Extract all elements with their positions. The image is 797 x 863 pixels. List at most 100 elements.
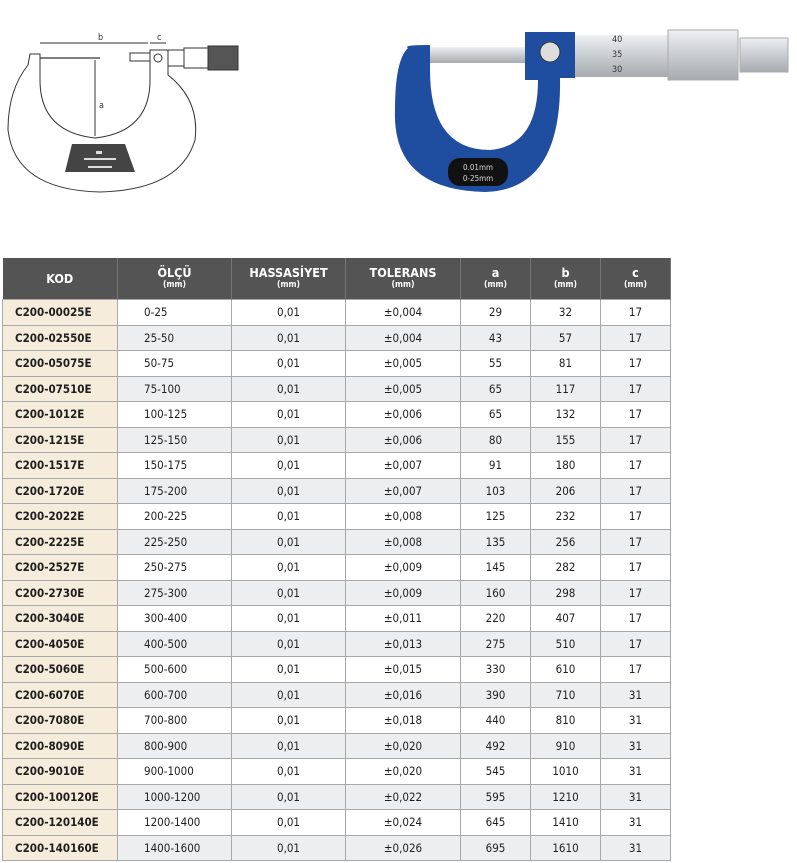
table-row: C200-05075E 50-75 0,01 ±0,005 55 81 17 (2, 350, 671, 377)
header-c: c (mm) (600, 258, 671, 300)
cell-hassasiyet: 0,01 (231, 401, 346, 428)
cell-olcu: 225-250 (117, 528, 232, 555)
cell-olcu: 800-900 (117, 732, 232, 759)
cell-tolerans: ±0,005 (345, 350, 461, 377)
table-header-row: KOD ÖLÇÜ (mm) HASSASİYET (mm) TOLERANS (mm) a (m… (2, 258, 671, 300)
cell-olcu: 400-500 (117, 630, 232, 657)
table-row: C200-1517E 150-175 0,01 ±0,007 91 180 17 (2, 452, 671, 479)
cell-hassasiyet: 0,01 (231, 528, 346, 555)
cell-hassasiyet: 0,01 (231, 452, 346, 479)
cell-hassasiyet: 0,01 (231, 783, 346, 810)
scale-35: 35 (612, 50, 622, 60)
cell-b: 256 (530, 528, 601, 555)
cell-b: 32 (530, 299, 601, 326)
cell-olcu: 75-100 (117, 375, 232, 402)
cell-a: 645 (460, 809, 531, 836)
cell-a: 80 (460, 426, 531, 453)
cell-hassasiyet: 0,01 (231, 375, 346, 402)
cell-olcu: 250-275 (117, 554, 232, 581)
header-label: ÖLÇÜ (157, 264, 192, 280)
cell-a: 440 (460, 707, 531, 734)
cell-c: 31 (600, 732, 671, 759)
badge-resolution: 0.01mm (463, 163, 493, 172)
header-unit: (mm) (391, 279, 415, 290)
cell-a: 91 (460, 452, 531, 479)
micrometer-diagram: b c a (7, 33, 239, 193)
cell-a: 125 (460, 503, 531, 530)
cell-c: 31 (600, 758, 671, 785)
cell-a: 390 (460, 681, 531, 708)
cell-kod: C200-120140E (2, 809, 118, 836)
cell-tolerans: ±0,024 (345, 809, 461, 836)
table-row: C200-9010E 900-1000 0,01 ±0,020 545 1010 31 (2, 758, 671, 785)
cell-olcu: 1200-1400 (117, 809, 232, 836)
cell-olcu: 300-400 (117, 605, 232, 632)
cell-hassasiyet: 0,01 (231, 681, 346, 708)
header-unit: (mm) (277, 279, 300, 290)
cell-c: 17 (600, 426, 671, 453)
header-label: b (561, 264, 570, 280)
cell-olcu: 200-225 (117, 503, 232, 530)
cell-kod: C200-2730E (2, 579, 118, 606)
cell-b: 910 (530, 732, 601, 759)
cell-tolerans: ±0,013 (345, 630, 461, 657)
table-row: C200-2730E 275-300 0,01 ±0,009 160 298 17 (2, 579, 671, 606)
header-unit: (mm) (163, 279, 186, 290)
cell-b: 510 (530, 630, 601, 657)
cell-olcu: 25-50 (117, 324, 232, 351)
cell-tolerans: ±0,006 (345, 401, 461, 428)
cell-olcu: 125-150 (117, 426, 232, 453)
cell-kod: C200-02550E (2, 324, 118, 351)
cell-c: 17 (600, 299, 671, 326)
cell-c: 17 (600, 630, 671, 657)
cell-tolerans: ±0,004 (345, 324, 461, 351)
cell-b: 232 (530, 503, 601, 530)
header-label: TOLERANS (369, 264, 437, 280)
cell-kod: C200-140160E (2, 834, 118, 861)
cell-kod: C200-4050E (2, 630, 118, 657)
header-label: HASSASİYET (249, 264, 328, 280)
table-row: C200-2022E 200-225 0,01 ±0,008 125 232 17 (2, 503, 671, 530)
cell-a: 275 (460, 630, 531, 657)
cell-tolerans: ±0,020 (345, 758, 461, 785)
cell-b: 1410 (530, 809, 601, 836)
cell-tolerans: ±0,009 (345, 554, 461, 581)
cell-b: 710 (530, 681, 601, 708)
cell-kod: C200-1012E (2, 401, 118, 428)
header-unit: (mm) (484, 279, 507, 290)
cell-tolerans: ±0,005 (345, 375, 461, 402)
cell-b: 206 (530, 477, 601, 504)
cell-hassasiyet: 0,01 (231, 579, 346, 606)
cell-b: 81 (530, 350, 601, 377)
cell-c: 17 (600, 528, 671, 555)
cell-b: 155 (530, 426, 601, 453)
table-row: C200-5060E 500-600 0,01 ±0,015 330 610 17 (2, 656, 671, 683)
cell-a: 145 (460, 554, 531, 581)
table-row: C200-00025E 0-25 0,01 ±0,004 29 32 17 (2, 299, 671, 326)
cell-c: 17 (600, 350, 671, 377)
cell-a: 135 (460, 528, 531, 555)
cell-c: 17 (600, 452, 671, 479)
table-row: C200-100120E 1000-1200 0,01 ±0,022 595 1210 31 (2, 783, 671, 810)
scale-40: 40 (612, 35, 622, 45)
cell-olcu: 275-300 (117, 579, 232, 606)
cell-olcu: 1000-1200 (117, 783, 232, 810)
cell-a: 492 (460, 732, 531, 759)
cell-hassasiyet: 0,01 (231, 350, 346, 377)
table-row: C200-8090E 800-900 0,01 ±0,020 492 910 31 (2, 732, 671, 759)
cell-hassasiyet: 0,01 (231, 605, 346, 632)
cell-a: 545 (460, 758, 531, 785)
cell-b: 610 (530, 656, 601, 683)
cell-c: 17 (600, 579, 671, 606)
cell-a: 595 (460, 783, 531, 810)
cell-c: 31 (600, 834, 671, 861)
cell-tolerans: ±0,018 (345, 707, 461, 734)
cell-a: 43 (460, 324, 531, 351)
cell-olcu: 600-700 (117, 681, 232, 708)
cell-hassasiyet: 0,01 (231, 554, 346, 581)
cell-b: 810 (530, 707, 601, 734)
cell-tolerans: ±0,016 (345, 681, 461, 708)
cell-a: 55 (460, 350, 531, 377)
cell-c: 17 (600, 503, 671, 530)
cell-c: 17 (600, 324, 671, 351)
